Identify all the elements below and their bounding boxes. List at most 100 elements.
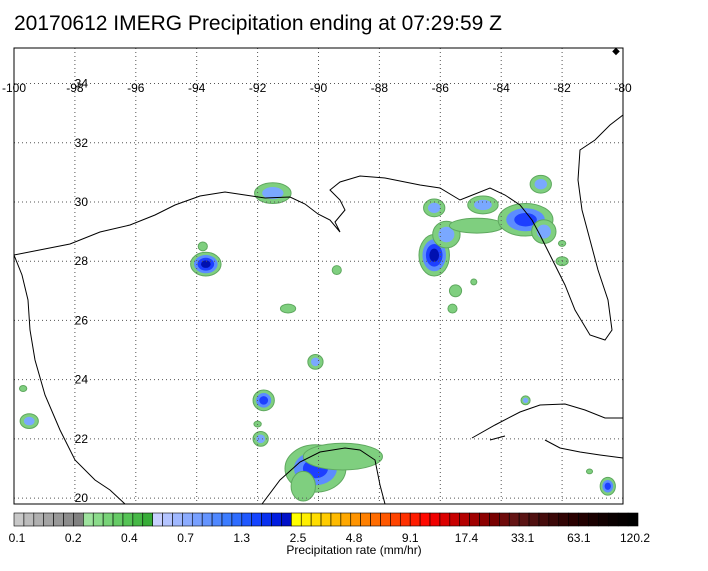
lat-tick-label: 26: [75, 313, 89, 327]
colorbar-swatch: [518, 512, 530, 527]
lon-tick-label: -96: [127, 81, 145, 95]
gridlines: [14, 48, 623, 504]
colorbar-swatch: [370, 512, 381, 527]
colorbar-label: 120.2: [619, 531, 651, 545]
coastline-cuba: [471, 403, 623, 459]
colorbar-swatch: [489, 512, 500, 527]
precip-cell: [470, 278, 478, 286]
colorbar-swatch: [330, 512, 342, 527]
precip-cell: [252, 389, 275, 412]
colorbar-swatch: [429, 512, 441, 527]
colorbar-swatch: [548, 512, 560, 527]
colorbar-label: 4.8: [345, 531, 363, 545]
longitude-tick-labels: -100 -98 -96 -94 -92 -90 -88 -86 -84 -82 -80: [2, 81, 632, 95]
colorbar-swatch: [538, 512, 550, 527]
precip-cell: [467, 195, 499, 215]
colorbar-swatch: [350, 512, 361, 527]
precip-cell: [252, 430, 269, 447]
colorbar-swatch: [251, 512, 262, 527]
colorbar-label: 0.7: [177, 531, 194, 545]
precip-cell: [557, 239, 567, 247]
lat-tick-label: 30: [75, 195, 89, 209]
colorbar-swatch: [291, 512, 302, 527]
colorbar-swatch: [231, 512, 243, 527]
colorbar-swatch: [310, 512, 322, 527]
precip-cell: [19, 413, 39, 429]
lon-tick-label: -84: [493, 81, 511, 95]
lon-tick-label: -90: [310, 81, 328, 95]
colorbar-swatch: [617, 512, 629, 527]
colorbar-swatch: [528, 512, 540, 527]
colorbar-label: 2.5: [289, 531, 307, 545]
colorbar-label: 0.1: [8, 531, 26, 545]
lat-tick-label: 28: [75, 254, 89, 268]
colorbar-swatch: [399, 512, 411, 527]
lon-tick-label: -92: [249, 81, 267, 95]
colorbar-swatch: [132, 512, 144, 527]
colorbar-swatch: [63, 512, 74, 527]
lat-tick-label: 32: [75, 136, 89, 150]
precip-cell: [190, 251, 222, 277]
colorbar-swatch: [142, 512, 153, 527]
precip-cell: [448, 284, 463, 298]
colorbar-title: Precipitation rate (mm/hr): [286, 543, 422, 557]
colorbar-swatch: [102, 512, 114, 527]
corner-marker: ◆: [612, 46, 620, 57]
precip-cell: [585, 468, 594, 475]
colorbar-swatch: [439, 512, 451, 527]
colorbar-swatch: [469, 512, 480, 527]
lat-tick-label: 34: [75, 77, 89, 91]
precip-cell: [447, 303, 458, 314]
colorbar-label: 9.1: [401, 531, 419, 545]
colorbar-label: 0.2: [64, 531, 82, 545]
colorbar-swatch: [380, 512, 391, 527]
plot-frame: [13, 47, 624, 505]
colorbar-swatch: [23, 512, 35, 527]
colorbar-swatch: [300, 512, 312, 527]
colorbar-swatch: [568, 512, 579, 527]
precip-cell: [448, 217, 505, 234]
lon-tick-label: -86: [432, 81, 450, 95]
colorbar-swatch: [607, 512, 619, 527]
colorbar-swatch: [122, 512, 134, 527]
colorbar-label: 1.3: [233, 531, 251, 545]
map-title: 20170612 IMERG Precipitation ending at 0…: [14, 12, 502, 35]
precip-cell: [531, 219, 557, 244]
colorbar-swatch: [191, 512, 203, 527]
colorbar-swatch: [360, 512, 371, 527]
colorbar-swatch: [320, 512, 332, 527]
colorbar-swatch: [479, 512, 490, 527]
colorbar-swatch: [340, 512, 352, 527]
lon-tick-label: -98: [66, 81, 84, 95]
colorbar-swatch: [419, 512, 431, 527]
colorbar-label: 33.1: [510, 531, 535, 545]
colorbar-swatch: [281, 512, 292, 527]
precip-cell: [307, 353, 324, 370]
precip-cell: [599, 476, 616, 496]
colorbar-swatch: [162, 512, 173, 527]
colorbar-swatch: [211, 512, 223, 527]
colorbar: [13, 512, 639, 527]
colorbar-swatch: [241, 512, 253, 527]
coastline-mexico: [14, 254, 126, 504]
colorbar-swatch: [33, 512, 45, 527]
colorbar-swatch: [390, 512, 401, 527]
colorbar-swatch: [578, 512, 589, 527]
colorbar-swatch: [221, 512, 233, 527]
precip-cell: [423, 198, 446, 218]
lon-tick-label: -88: [371, 81, 389, 95]
precip-cell: [18, 385, 28, 392]
colorbar-swatch: [83, 512, 94, 527]
colorbar-swatch: [152, 512, 163, 527]
colorbar-swatch: [499, 512, 510, 527]
colorbar-swatch: [558, 512, 569, 527]
lon-tick-label: -100: [2, 81, 26, 95]
colorbar-swatch: [172, 512, 183, 527]
colorbar-swatch: [53, 512, 64, 527]
colorbar-swatch: [508, 512, 520, 527]
colorbar-label: 63.1: [567, 531, 591, 545]
precip-cell: [290, 470, 316, 502]
coastline-yucatan: [261, 447, 386, 504]
lon-tick-label: -82: [553, 81, 571, 95]
